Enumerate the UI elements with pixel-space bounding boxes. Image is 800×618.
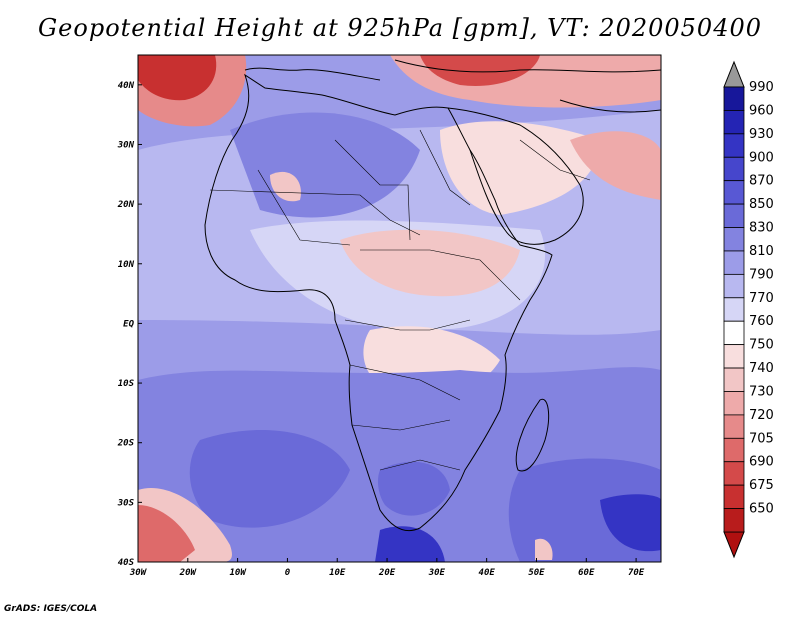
colorbar-swatch <box>723 461 745 486</box>
height-field <box>138 55 661 562</box>
field-satl-low <box>189 430 350 528</box>
colorbar-label: 740 <box>749 361 774 376</box>
colorbar-under-arrow <box>723 531 745 559</box>
lon-tick-label: 60E <box>578 568 595 578</box>
lat-tick-label: 10N <box>118 260 135 270</box>
madagascar <box>515 398 550 472</box>
border-1 <box>209 189 421 236</box>
colorbar-label: 810 <box>749 244 774 259</box>
arabia-coast <box>447 107 584 245</box>
colorbar-label: 690 <box>749 455 774 470</box>
lon-tick-label: 50E <box>528 568 545 578</box>
lat-tick-label: 20N <box>117 200 135 210</box>
border-10 <box>519 139 591 181</box>
colorbar-swatch <box>723 250 745 275</box>
field-iran-warm <box>570 131 661 200</box>
lon-tick-label: 10E <box>329 568 346 578</box>
colorbar-over-arrow <box>723 60 745 88</box>
grads-credit: GrADS: IGES/COLA <box>4 604 98 614</box>
colorbar-label: 850 <box>749 197 774 212</box>
border-2 <box>257 169 351 246</box>
colorbar-swatch <box>723 437 745 463</box>
border-5 <box>344 319 471 331</box>
chart-title: Geopotential Height at 925hPa [gpm], VT:… <box>38 14 762 42</box>
border-3 <box>334 139 411 241</box>
border-9 <box>419 129 471 206</box>
colorbar-swatch <box>723 508 745 533</box>
colorbar-label: 900 <box>749 150 774 165</box>
field-sind-core <box>600 494 661 552</box>
coastlines <box>204 59 661 532</box>
lon-tick-label: 10W <box>229 568 247 578</box>
lon-tick-label: 30E <box>428 568 446 578</box>
field-atlantic-core <box>138 55 217 101</box>
colorbar-label: 960 <box>749 103 774 118</box>
field-south-africa <box>377 461 450 516</box>
border-7 <box>351 419 451 431</box>
borders <box>209 129 591 471</box>
colorbar-label: 990 <box>749 80 774 95</box>
field-sahel-warm <box>340 229 520 297</box>
africa-coast <box>204 73 553 532</box>
lon-tick-label: 30W <box>129 568 148 578</box>
colorbar-label: 930 <box>749 127 774 142</box>
lon-tick-label: 20W <box>179 568 198 578</box>
map-frame <box>137 54 662 563</box>
lat-tick-label: 40S <box>118 558 135 568</box>
lon-tick-label: 0 <box>285 568 291 578</box>
colorbar-swatch <box>723 344 745 369</box>
border-8 <box>379 459 461 471</box>
colorbar-swatch <box>723 86 745 111</box>
lat-tick-label: 30N <box>117 140 135 150</box>
lat-tick-label: 30S <box>117 498 135 508</box>
colorbar-swatch <box>723 320 745 346</box>
colorbar-label: 730 <box>749 384 774 399</box>
field-arabia-warm <box>440 121 600 215</box>
lon-axis: 30W 20W 10W 0 10E 20E 30E 40E 50E 60E 70E <box>129 558 645 578</box>
colorbar-label: 720 <box>749 408 774 423</box>
lat-tick-label: EQ <box>123 319 134 329</box>
field-south-warm-spot <box>535 538 553 560</box>
colorbar-swatch <box>723 273 745 299</box>
colorbar-label: 790 <box>749 267 774 282</box>
colorbar-swatch <box>723 484 745 509</box>
colorbar-swatch <box>723 414 745 439</box>
colorbar-label: 770 <box>749 291 774 306</box>
colorbar-label: 675 <box>749 478 774 493</box>
field-mali-warm <box>270 171 301 202</box>
field-turkey-core <box>420 55 540 86</box>
colorbar-label: 760 <box>749 314 774 329</box>
colorbar-label: 650 <box>749 502 774 517</box>
colorbar-swatch <box>723 297 745 322</box>
lon-tick-label: 40E <box>479 568 496 578</box>
turkey-coast <box>394 59 661 73</box>
lat-tick-label: 10S <box>118 379 135 389</box>
border-6 <box>349 364 461 401</box>
colorbar-swatch <box>723 180 745 205</box>
lat-tick-label: 20S <box>117 439 135 449</box>
field-south-core <box>375 526 445 562</box>
colorbar: 990 960 930 900 870 850 830 810 790 770 760 750 740 7… <box>723 60 774 559</box>
colorbar-label: 750 <box>749 338 774 353</box>
europe-coast <box>244 67 381 81</box>
lat-axis: 40N 30N 20N 10N EQ 10S 20S 30S 40S <box>117 81 142 568</box>
lon-tick-label: 70E <box>628 568 645 578</box>
border-4 <box>360 249 521 301</box>
colorbar-label: 705 <box>749 431 774 446</box>
lon-tick-label: 20E <box>378 568 396 578</box>
iran-coast <box>559 99 661 113</box>
colorbar-swatch <box>723 227 745 252</box>
colorbar-label: 830 <box>749 221 774 236</box>
lat-tick-label: 40N <box>118 81 135 91</box>
colorbar-swatch <box>723 367 745 392</box>
colorbar-swatch <box>723 391 745 416</box>
field-sw-core <box>138 505 195 562</box>
colorbar-swatch <box>723 110 745 135</box>
colorbar-swatch <box>723 156 745 182</box>
colorbar-label: 870 <box>749 174 774 189</box>
colorbar-swatch <box>723 133 745 158</box>
colorbar-swatch <box>723 203 745 228</box>
